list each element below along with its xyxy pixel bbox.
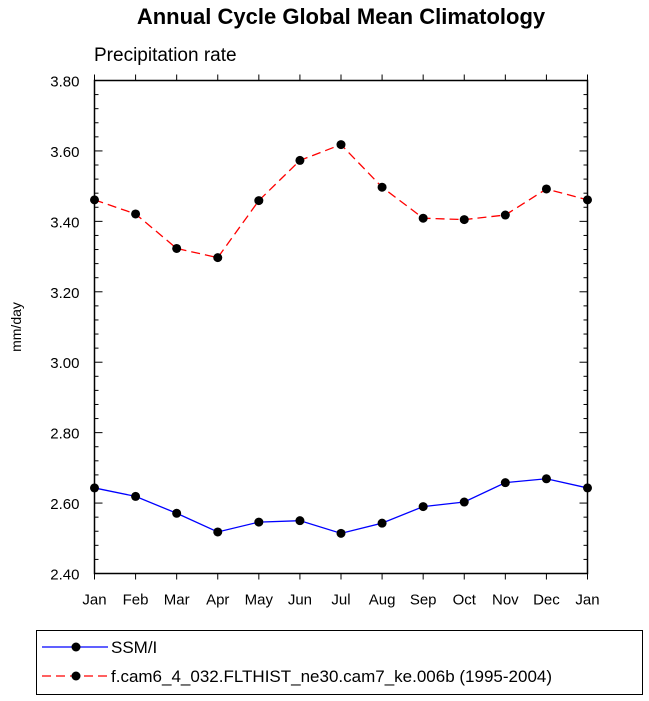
series-line-2 xyxy=(94,143,588,259)
legend-entries: SSM/I f.cam6_4_032.FLTHIST_ne30.cam7_ke.0… xyxy=(42,638,552,686)
legend: SSM/I f.cam6_4_032.FLTHIST_ne30.cam7_ke.0… xyxy=(36,630,643,695)
series-line-1 xyxy=(94,478,588,535)
axis-ticks xyxy=(94,74,588,580)
x-tick-label: Jun xyxy=(288,592,312,609)
x-tick-label: Feb xyxy=(123,592,149,609)
legend-marker-1 xyxy=(71,642,81,652)
x-tick-label: Dec xyxy=(533,592,560,609)
y-tick-label: 3.80 xyxy=(50,74,79,91)
y-tick-label: 3.20 xyxy=(50,285,79,302)
y-tick-label: 3.00 xyxy=(50,355,79,372)
x-tick-label: Oct xyxy=(453,592,477,609)
x-tick-label: Nov xyxy=(492,592,519,609)
y-tick-label: 3.40 xyxy=(50,214,79,231)
legend-marker-2 xyxy=(71,671,81,681)
series-1-point xyxy=(500,478,510,488)
series-1-point xyxy=(459,497,469,507)
legend-box xyxy=(36,630,643,695)
series-2-point xyxy=(336,140,346,150)
series-1-point xyxy=(541,474,551,484)
series-2-point xyxy=(213,253,223,263)
y-axis-label: mm/day xyxy=(8,302,24,352)
chart-title: Annual Cycle Global Mean Climatology xyxy=(137,4,546,29)
series-1-point xyxy=(131,491,141,501)
plot-frame xyxy=(93,79,589,575)
series-1-point xyxy=(418,502,428,512)
x-tick-label: Jan xyxy=(82,592,106,609)
y-tick-label: 2.60 xyxy=(50,496,79,513)
series-1-point xyxy=(213,527,223,537)
series-2-point xyxy=(131,209,141,219)
x-tick-label: Apr xyxy=(206,592,229,609)
y-tick-label: 2.80 xyxy=(50,426,79,443)
series-2-point xyxy=(172,243,182,253)
series-2-point xyxy=(377,182,387,192)
x-tick-label: Aug xyxy=(369,592,396,609)
x-tick-label: May xyxy=(245,592,274,609)
axis-tick-labels: Jan Feb Mar Apr May Jun Jul Aug Sep Oct Nov Dec Jan2… xyxy=(50,74,599,609)
series-2-point xyxy=(418,213,428,223)
series-2-point xyxy=(254,196,264,206)
series-2-point xyxy=(500,210,510,220)
x-tick-label: Sep xyxy=(410,592,437,609)
y-tick-label: 2.40 xyxy=(50,567,79,584)
series-1-point xyxy=(336,528,346,538)
y-tick-label: 3.60 xyxy=(50,144,79,161)
series-1-point xyxy=(254,517,264,527)
series-1-point xyxy=(295,516,305,526)
chart-subtitle: Precipitation rate xyxy=(94,45,237,66)
series-2-point xyxy=(295,155,305,165)
x-tick-label: Jan xyxy=(575,592,599,609)
legend-label-1: SSM/I xyxy=(111,638,157,657)
series-2-point xyxy=(459,215,469,225)
x-tick-label: Mar xyxy=(164,592,190,609)
legend-label-2: f.cam6_4_032.FLTHIST_ne30.cam7_ke.006b (… xyxy=(111,667,552,686)
series-layer xyxy=(90,140,592,538)
series-1-point xyxy=(377,518,387,528)
x-tick-label: Jul xyxy=(331,592,350,609)
series-1-point xyxy=(172,508,182,518)
series-2-point xyxy=(541,184,551,194)
